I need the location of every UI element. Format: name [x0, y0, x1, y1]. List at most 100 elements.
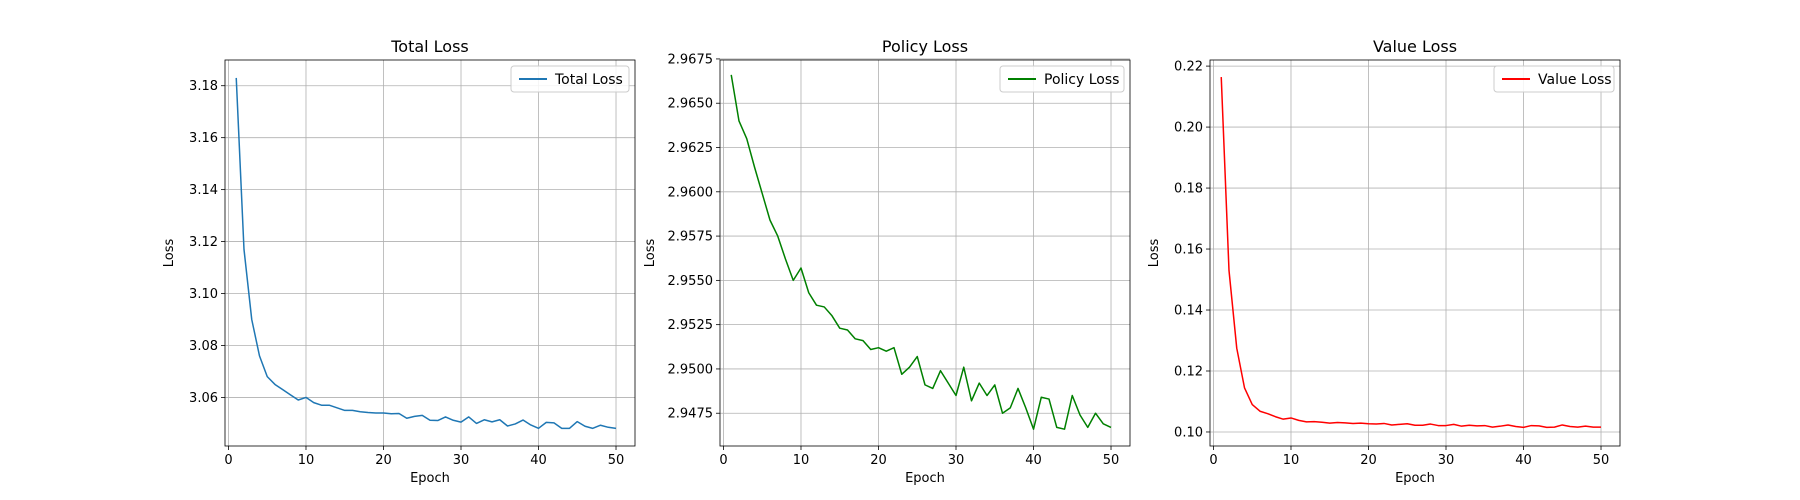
data-point	[390, 413, 392, 415]
data-point	[1313, 420, 1315, 422]
data-point	[1538, 425, 1540, 427]
x-tick-label: 50	[608, 453, 625, 468]
data-point	[313, 401, 315, 403]
x-tick-label: 50	[1593, 453, 1610, 468]
data-point	[491, 421, 493, 423]
data-point	[1367, 423, 1369, 425]
data-point	[955, 394, 957, 396]
data-point	[738, 120, 740, 122]
legend: Total Loss	[510, 65, 630, 93]
data-point	[1522, 426, 1524, 428]
y-tick-label: 3.16	[189, 131, 218, 146]
data-point	[1577, 426, 1579, 428]
data-point	[328, 404, 330, 406]
data-point	[615, 427, 617, 429]
data-point	[815, 304, 817, 306]
y-tick-label: 2.9525	[668, 318, 714, 333]
x-tick-label: 20	[1360, 453, 1377, 468]
chart-panel-2: 0 10 20 30 40 50 2.9475 2.9500 2.9525 2.9550 2.957…	[643, 37, 1131, 486]
x-tick-label: 50	[1103, 453, 1120, 468]
data-point	[266, 375, 268, 377]
data-point	[1001, 412, 1003, 414]
data-point	[1236, 347, 1238, 349]
x-tick-label: 20	[870, 453, 887, 468]
data-point	[1344, 422, 1346, 424]
data-point	[877, 346, 879, 348]
data-point	[1110, 426, 1112, 428]
data-point	[769, 219, 771, 221]
data-point	[854, 338, 856, 340]
data-point	[1071, 394, 1073, 396]
data-point	[320, 404, 322, 406]
data-point	[1546, 426, 1548, 428]
x-tick-label: 0	[1209, 453, 1217, 468]
data-point	[289, 394, 291, 396]
data-point	[1468, 424, 1470, 426]
data-point	[499, 419, 501, 421]
y-tick-label: 0.14	[1174, 304, 1203, 319]
data-point	[901, 373, 903, 375]
x-axis-label: Epoch	[410, 471, 450, 486]
data-point	[375, 412, 377, 414]
data-point	[916, 355, 918, 357]
data-point	[351, 409, 353, 411]
data-point	[468, 416, 470, 418]
data-point	[561, 427, 563, 429]
series-line	[1220, 77, 1602, 429]
data-point	[530, 424, 532, 426]
data-point	[251, 318, 253, 320]
data-point	[1087, 426, 1089, 428]
data-point	[1476, 425, 1478, 427]
data-point	[1592, 426, 1594, 428]
legend-label: Value Loss	[1538, 72, 1612, 88]
x-tick-label: 40	[1025, 453, 1042, 468]
data-point	[1398, 423, 1400, 425]
data-point	[1437, 424, 1439, 426]
data-point	[297, 399, 299, 401]
data-point	[978, 382, 980, 384]
y-tick-label: 3.18	[189, 79, 218, 94]
data-point	[1352, 422, 1354, 424]
data-point	[599, 424, 601, 426]
data-point	[800, 267, 802, 269]
data-point	[553, 422, 555, 424]
x-tick-label: 0	[719, 453, 727, 468]
x-tick-label: 40	[530, 453, 547, 468]
data-point	[1267, 412, 1269, 414]
legend: Value Loss	[1493, 65, 1615, 93]
data-point	[1422, 424, 1424, 426]
series-line	[730, 74, 1112, 430]
axes-frame	[1209, 59, 1621, 447]
data-point	[1429, 423, 1431, 425]
series-line	[235, 77, 617, 430]
data-point	[1530, 424, 1532, 426]
chart-title: Value Loss	[1373, 37, 1457, 56]
data-point	[970, 400, 972, 402]
legend-label: Policy Loss	[1044, 72, 1119, 88]
y-tick-label: 2.9500	[668, 362, 714, 377]
data-point	[429, 419, 431, 421]
data-point	[1032, 428, 1034, 430]
data-point	[947, 382, 949, 384]
x-tick-label: 10	[1283, 453, 1300, 468]
data-point	[607, 426, 609, 428]
chart-title: Total Loss	[390, 37, 469, 56]
data-point	[1305, 421, 1307, 423]
legend-box	[510, 65, 630, 93]
data-point	[761, 192, 763, 194]
data-point	[1274, 416, 1276, 418]
y-tick-label: 3.08	[189, 339, 218, 354]
data-point	[1282, 418, 1284, 420]
data-point	[1414, 424, 1416, 426]
data-point	[1063, 428, 1065, 430]
data-point	[413, 415, 415, 417]
data-point	[1391, 424, 1393, 426]
y-tick-label: 3.14	[189, 183, 218, 198]
y-axis-label: Loss	[1147, 239, 1162, 268]
data-point	[1460, 425, 1462, 427]
axes-frame	[224, 59, 636, 447]
data-point	[475, 422, 477, 424]
data-point	[359, 411, 361, 413]
data-point	[1584, 425, 1586, 427]
data-point	[1290, 417, 1292, 419]
